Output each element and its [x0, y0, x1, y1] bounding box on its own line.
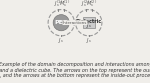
- Circle shape: [53, 15, 69, 31]
- Text: $J_s$: $J_s$: [86, 36, 92, 45]
- Text: Dielectric: Dielectric: [76, 19, 102, 24]
- Text: PEC: PEC: [55, 20, 68, 25]
- Text: Fig. 1.  Example of the domain decomposition and interactions among a PEC
sphere: Fig. 1. Example of the domain decomposit…: [0, 62, 150, 78]
- Text: $M_s^{(1)}$: $M_s^{(1)}$: [59, 0, 70, 9]
- Text: $J_s^{(1)}$: $J_s^{(1)}$: [54, 0, 63, 9]
- Text: $M_s^{(2)}$: $M_s^{(2)}$: [86, 0, 97, 9]
- Text: $J_s$: $J_s$: [58, 36, 64, 45]
- Text: Interactions: Interactions: [63, 21, 87, 25]
- Text: $J_s^{(2)}$: $J_s^{(2)}$: [81, 0, 90, 9]
- Bar: [83, 17, 95, 28]
- Text: $J_s$: $J_s$: [86, 21, 92, 30]
